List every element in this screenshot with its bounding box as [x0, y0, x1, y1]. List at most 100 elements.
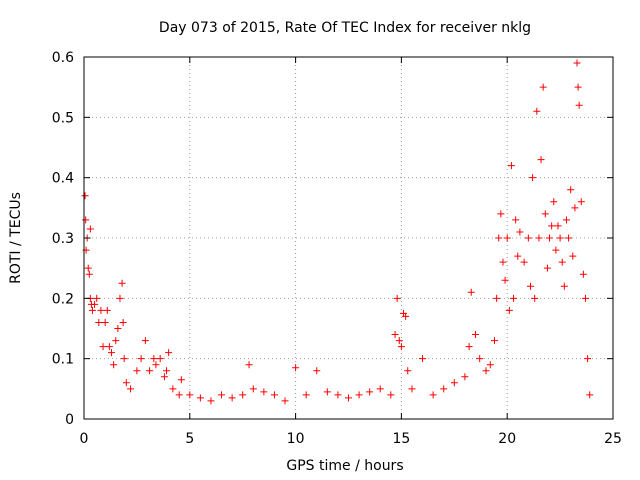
data-point [560, 282, 568, 290]
data-point [397, 343, 405, 351]
data-point [105, 343, 113, 351]
data-point [476, 355, 484, 363]
data-point [537, 156, 545, 164]
data-point [91, 300, 99, 308]
y-axis-label: ROTI / TECUs [8, 192, 24, 284]
data-point [562, 216, 570, 224]
data-point [260, 388, 268, 396]
data-point [535, 234, 543, 242]
data-point [169, 385, 177, 393]
data-point [218, 391, 226, 399]
y-tick-labels: 0 0.1 0.2 0.3 0.4 0.5 0.6 [52, 50, 74, 428]
y-tick-label: 0.4 [52, 171, 74, 187]
data-point [552, 246, 560, 254]
data-point [302, 391, 310, 399]
data-point [152, 361, 160, 369]
x-tick-label: 0 [80, 431, 89, 447]
data-point [543, 264, 551, 272]
data-point [137, 355, 145, 363]
data-point [292, 364, 300, 372]
data-point [119, 318, 127, 326]
data-point [118, 279, 126, 287]
data-point [419, 355, 427, 363]
data-point [573, 59, 581, 67]
data-point [116, 294, 124, 302]
data-point [533, 107, 541, 115]
data-point [577, 198, 585, 206]
data-point [571, 204, 579, 212]
x-axis-label: GPS time / hours [286, 458, 403, 474]
x-tick-label: 25 [604, 431, 622, 447]
data-point [186, 391, 194, 399]
data-point [499, 258, 507, 266]
data-point [88, 306, 96, 314]
data-points [81, 59, 594, 405]
data-point [524, 234, 532, 242]
data-point [493, 294, 501, 302]
y-tick-label: 0.1 [52, 352, 74, 368]
data-point [122, 379, 130, 387]
data-point [554, 222, 562, 230]
data-point [99, 343, 107, 351]
data-point [402, 312, 410, 320]
data-point [512, 216, 520, 224]
data-point [507, 162, 515, 170]
data-point [366, 388, 374, 396]
data-point [163, 367, 171, 375]
data-point [558, 258, 566, 266]
data-point [85, 270, 93, 278]
data-point [501, 276, 509, 284]
data-point [482, 367, 490, 375]
data-point [526, 282, 534, 290]
data-point [395, 337, 403, 345]
data-point [486, 361, 494, 369]
data-point [387, 391, 395, 399]
axis-ticks [83, 56, 614, 420]
data-point [575, 101, 583, 109]
data-point [586, 391, 594, 399]
x-tick-labels: 0 5 10 15 20 25 [80, 431, 622, 447]
x-tick-label: 5 [185, 431, 194, 447]
x-tick-label: 15 [392, 431, 410, 447]
data-point [567, 186, 575, 194]
data-point [408, 385, 416, 393]
data-point [541, 210, 549, 218]
y-tick-label: 0.5 [52, 110, 74, 126]
data-point [548, 222, 556, 230]
y-tick-label: 0.6 [52, 50, 74, 66]
data-point [503, 234, 511, 242]
data-point [270, 391, 278, 399]
data-point [429, 391, 437, 399]
data-point [556, 234, 564, 242]
data-point [584, 355, 592, 363]
data-point [491, 337, 499, 345]
data-point [574, 83, 582, 91]
data-point [465, 343, 473, 351]
data-point [539, 83, 547, 91]
data-point [150, 355, 158, 363]
data-point [101, 318, 109, 326]
data-point [97, 306, 105, 314]
data-point [281, 397, 289, 405]
data-point [196, 394, 204, 402]
data-point [450, 379, 458, 387]
data-point [404, 367, 412, 375]
data-point [516, 228, 524, 236]
data-point [345, 394, 352, 402]
data-point [497, 210, 505, 218]
data-point [141, 337, 149, 345]
data-point [520, 258, 528, 266]
data-point [529, 174, 537, 182]
data-point [471, 331, 479, 339]
data-point [565, 234, 573, 242]
data-point [546, 234, 554, 242]
data-point [461, 373, 469, 381]
data-point [505, 306, 513, 314]
data-point [510, 294, 518, 302]
data-point [120, 355, 128, 363]
y-tick-label: 0.2 [52, 291, 74, 307]
data-point [323, 388, 331, 396]
data-point [391, 331, 399, 339]
x-tick-label: 20 [498, 431, 516, 447]
data-point [114, 325, 122, 332]
